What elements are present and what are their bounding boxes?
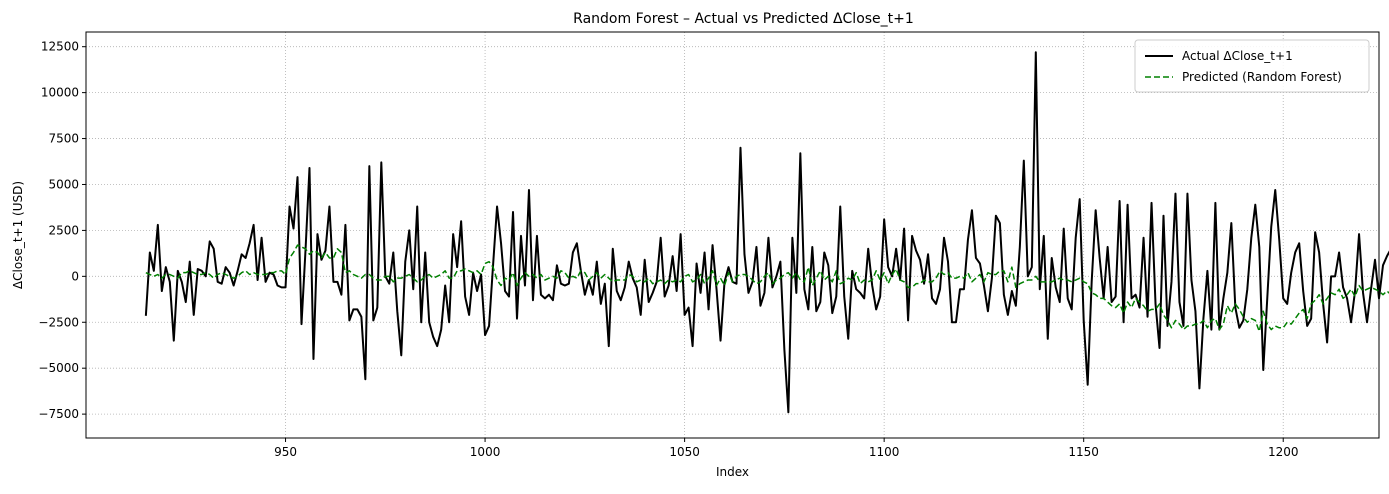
legend-box: [1134, 39, 1370, 93]
axes: 950 1000 1050 1100 1150 1200 −7500 −5000 −2500 0 2…: [38, 40, 1298, 459]
legend-label: Actual ΔClose_t+1: [1182, 49, 1293, 63]
y-tick-label: 10000: [41, 86, 79, 100]
legend-label: Predicted (Random Forest): [1182, 70, 1342, 84]
y-tick-label: 7500: [48, 132, 79, 146]
chart-title: Random Forest – Actual vs Predicted ΔClo…: [573, 11, 914, 27]
y-tick-label: 5000: [48, 177, 79, 191]
x-tick-label: 1100: [869, 445, 900, 459]
x-tick-label: 1050: [669, 445, 700, 459]
y-tick-label: −7500: [38, 407, 79, 421]
y-tick-label: −5000: [38, 361, 79, 375]
y-tick-label: 2500: [48, 223, 79, 237]
legend: Actual ΔClose_t+1 Predicted (Random Fores…: [1134, 39, 1370, 93]
series-lines: [144, 51, 1389, 414]
x-tick-label: 1000: [470, 445, 501, 459]
x-axis-label: Index: [716, 465, 749, 479]
actual-series-line: [144, 51, 1389, 414]
y-tick-label: −2500: [38, 315, 79, 329]
y-tick-label: 12500: [41, 40, 79, 54]
x-tick-label: 1150: [1068, 445, 1099, 459]
y-axis-label: ΔClose_t+1 (USD): [11, 181, 25, 289]
plot-area-frame: [85, 31, 1380, 439]
predicted-series-line: [145, 244, 1389, 333]
y-tick-label: 0: [71, 269, 79, 283]
x-tick-label: 950: [274, 445, 297, 459]
x-tick-label: 1200: [1268, 445, 1299, 459]
